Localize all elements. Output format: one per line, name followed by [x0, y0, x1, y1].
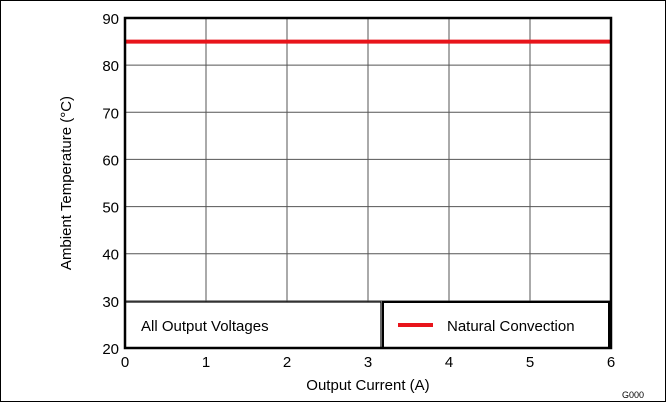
x-tick-label-5: 5: [526, 354, 534, 371]
y-tick-label-40: 40: [102, 247, 119, 264]
plot-frame: [123, 16, 613, 350]
annotation-text: All Output Voltages: [141, 318, 269, 335]
x-tick-label-2: 2: [283, 354, 291, 371]
figure-code: G000: [622, 390, 644, 400]
y-tick-label-30: 30: [102, 294, 119, 311]
x-tick-labels: 0 1 2 3 4 5 6: [121, 354, 615, 371]
y-axis-label: Ambient Temperature (°C): [58, 96, 75, 270]
y-tick-labels: 20 30 40 50 60 70 80 90: [102, 11, 119, 358]
y-tick-label-70: 70: [102, 105, 119, 122]
y-tick-label-60: 60: [102, 152, 119, 169]
x-tick-label-6: 6: [607, 354, 615, 371]
y-tick-label-50: 50: [102, 200, 119, 217]
y-tick-label-80: 80: [102, 58, 119, 75]
x-tick-label-1: 1: [202, 354, 210, 371]
legend: Natural Convection: [382, 301, 610, 349]
y-tick-label-90: 90: [102, 11, 119, 28]
legend-label-natural-convection: Natural Convection: [447, 318, 575, 335]
x-tick-label-0: 0: [121, 354, 129, 371]
y-tick-label-20: 20: [102, 341, 119, 358]
annotation-frame: [124, 301, 382, 349]
x-axis-label: Output Current (A): [306, 377, 429, 394]
x-tick-label-4: 4: [445, 354, 453, 371]
x-tick-label-3: 3: [364, 354, 372, 371]
annotation-box: All Output Voltages: [124, 301, 382, 349]
grid-lines: [125, 18, 611, 348]
